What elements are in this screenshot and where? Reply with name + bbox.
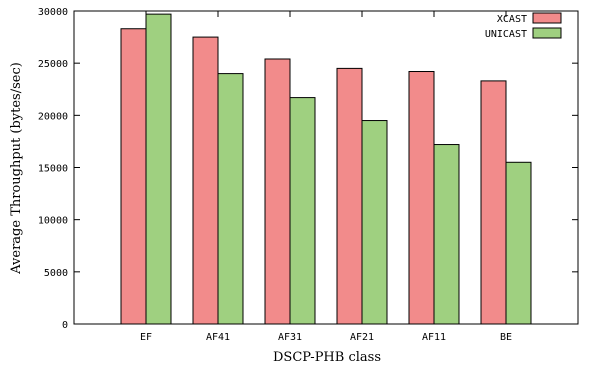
y-axis: 0 5000 10000 15000 20000 25000 30000 bbox=[38, 7, 578, 331]
bar-unicast-af41 bbox=[217, 73, 244, 325]
bar-unicast-af21 bbox=[361, 120, 388, 325]
x-tick-label: AF41 bbox=[206, 332, 230, 343]
bar-unicast-af11 bbox=[433, 144, 460, 325]
legend-swatch bbox=[532, 27, 562, 39]
x-tick-label: AF21 bbox=[350, 332, 374, 343]
bar-xcast-af31 bbox=[264, 58, 291, 325]
bar-xcast-ef bbox=[120, 28, 147, 325]
legend: XCAST UNICAST bbox=[485, 12, 562, 40]
y-axis-title: Average Throughput (bytes/sec) bbox=[9, 62, 24, 275]
x-tick-label: AF11 bbox=[422, 332, 446, 343]
y-tick-label: 5000 bbox=[44, 268, 68, 279]
bars bbox=[120, 13, 532, 325]
y-tick-label: 20000 bbox=[38, 111, 68, 122]
legend-label: XCAST bbox=[497, 14, 527, 25]
bar-xcast-be bbox=[480, 80, 507, 325]
y-tick-label: 15000 bbox=[38, 164, 68, 175]
bar-unicast-af31 bbox=[289, 97, 316, 325]
x-tick-label: EF bbox=[140, 332, 152, 343]
x-axis-title: DSCP-PHB class bbox=[273, 350, 381, 365]
bar-xcast-af21 bbox=[336, 67, 363, 325]
bar-unicast-ef bbox=[145, 13, 172, 325]
x-tick-label: AF31 bbox=[278, 332, 302, 343]
x-tick-label: BE bbox=[500, 332, 512, 343]
legend-label: UNICAST bbox=[485, 29, 527, 40]
y-tick-label: 25000 bbox=[38, 59, 68, 70]
y-tick-label: 10000 bbox=[38, 216, 68, 227]
bar-unicast-be bbox=[505, 161, 532, 325]
y-tick-label: 30000 bbox=[38, 7, 68, 18]
y-tick-label: 0 bbox=[62, 320, 68, 331]
bar-xcast-af11 bbox=[408, 71, 435, 325]
bar-xcast-af41 bbox=[192, 36, 219, 325]
legend-swatch bbox=[532, 12, 562, 24]
